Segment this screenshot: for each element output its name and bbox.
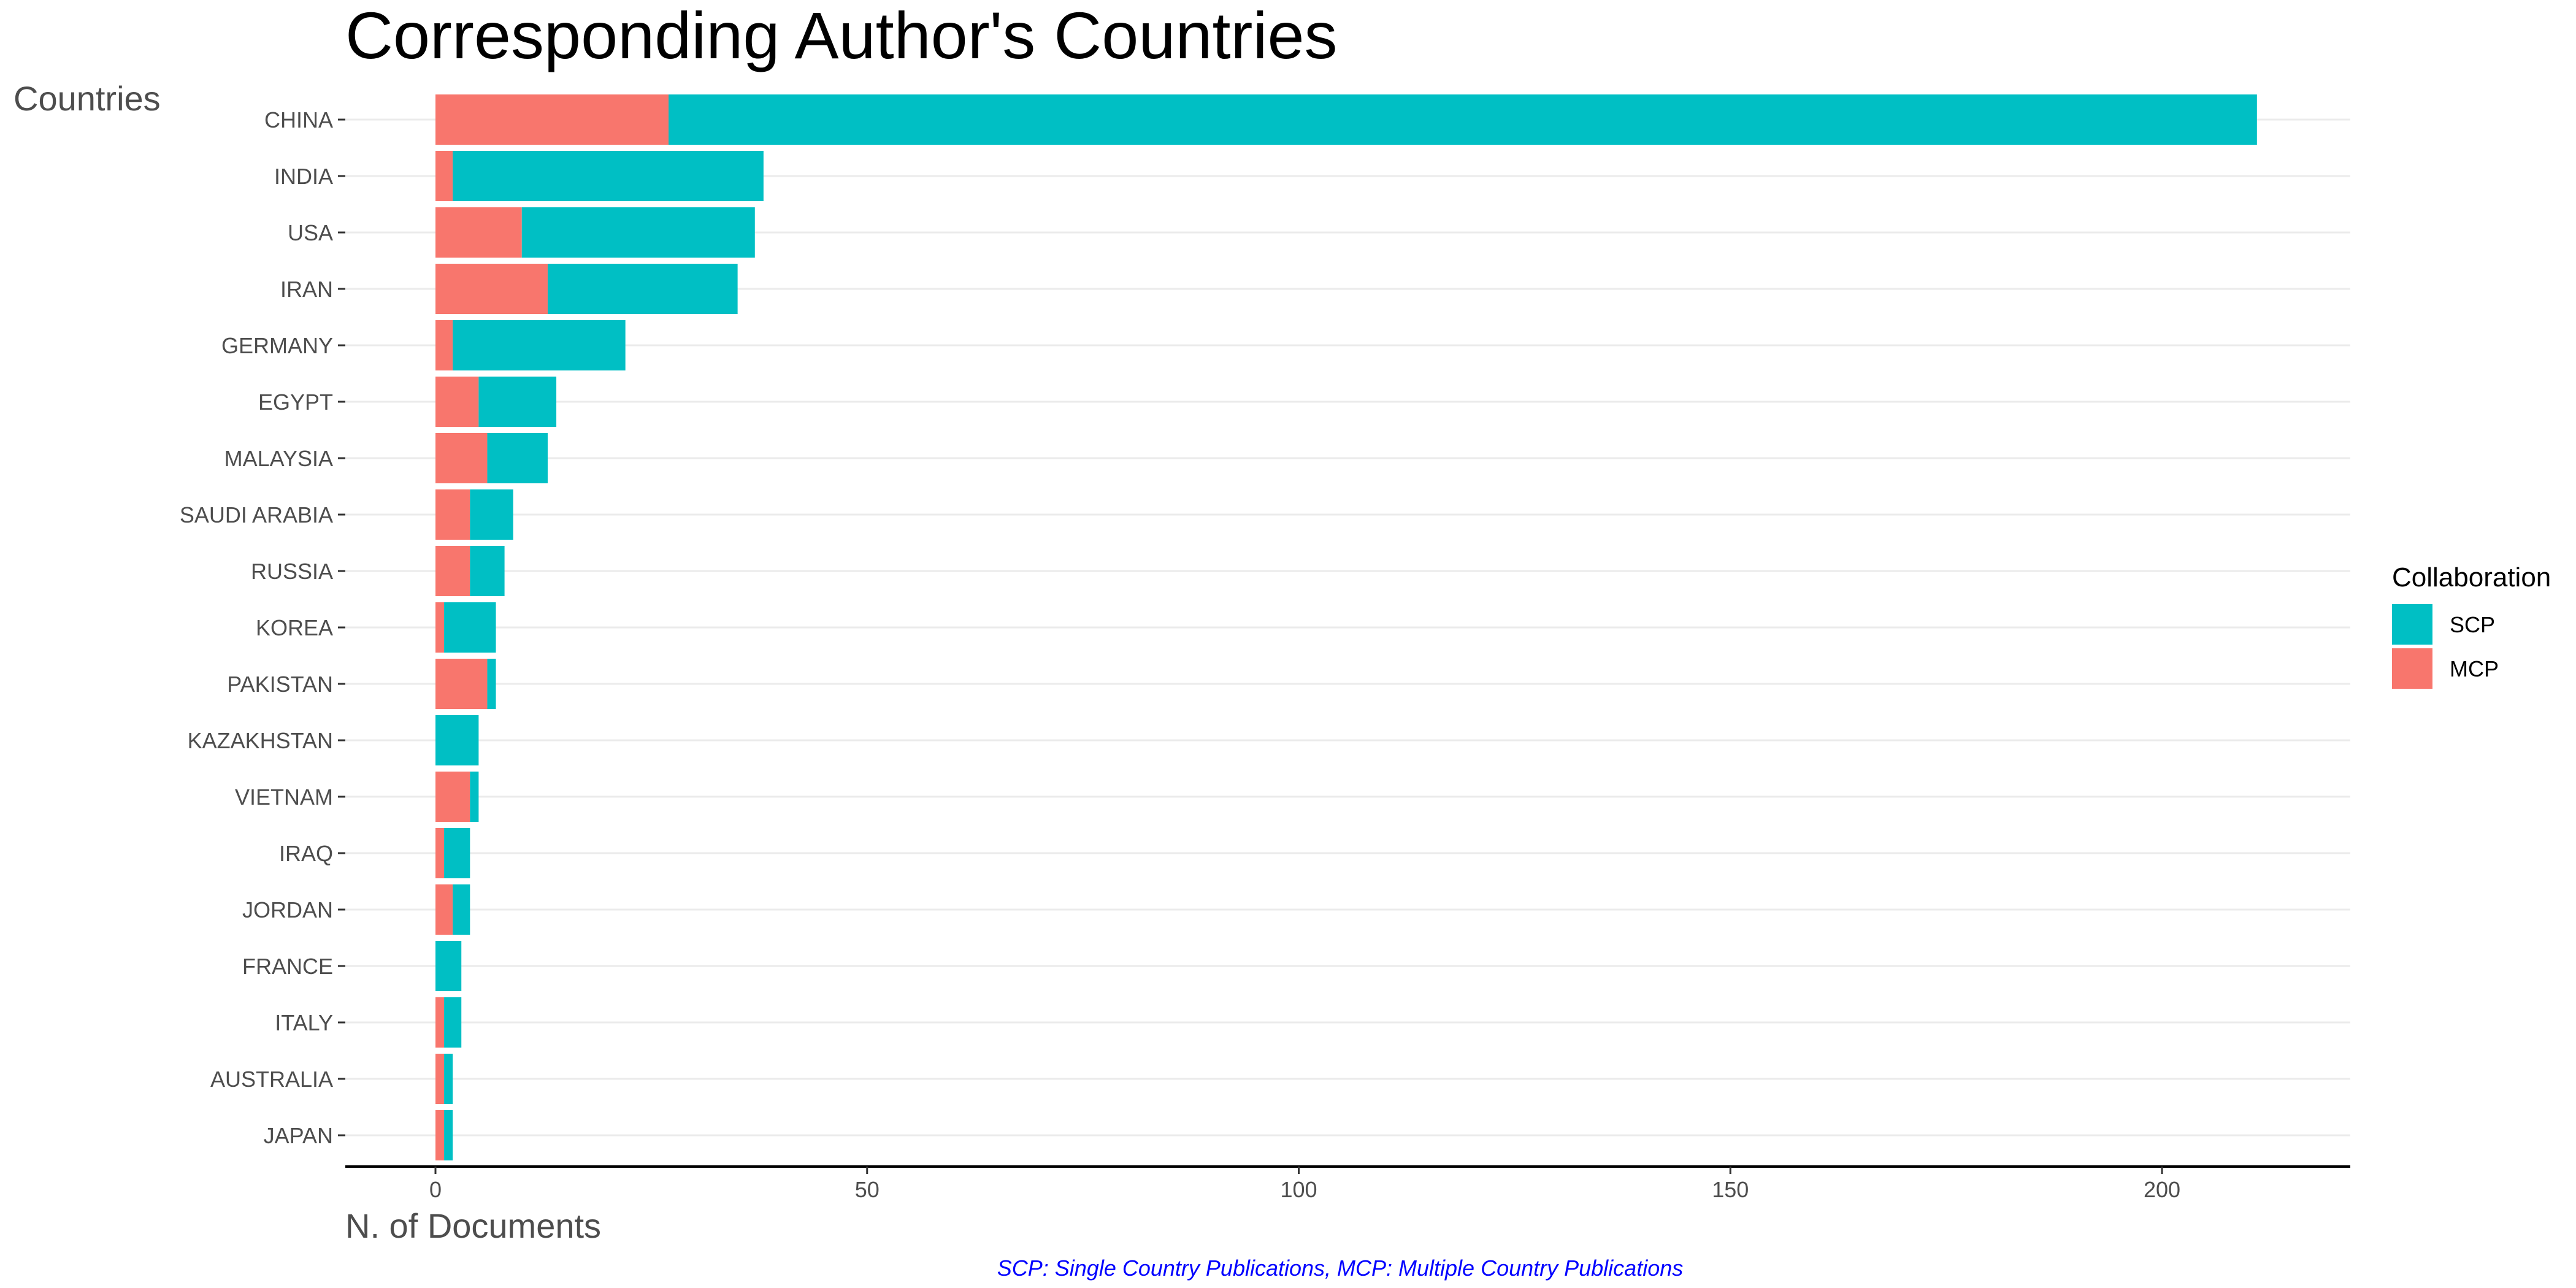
y-tick-labels: CHINA INDIA USA IRAN GERMANY EGYPT MALAYSIA SAU…	[180, 107, 345, 1148]
x-axis-title: N. of Documents	[345, 1206, 601, 1245]
bar-scp-russia	[470, 546, 505, 596]
bar-scp-australia	[444, 1054, 453, 1104]
bar-scp-france	[435, 941, 462, 991]
x-tick-label-50: 50	[855, 1177, 880, 1202]
y-tick-label-france: FRANCE	[242, 954, 333, 979]
bar-scp-malaysia	[487, 433, 548, 483]
y-tick-label-iraq: IRAQ	[279, 841, 333, 866]
x-tick-label-200: 200	[2144, 1177, 2180, 1202]
y-tick-label-korea: KOREA	[256, 615, 333, 640]
bar-scp-pakistan	[487, 659, 496, 709]
legend-label-scp: SCP	[2450, 612, 2495, 637]
y-tick-label-vietnam: VIETNAM	[235, 784, 333, 810]
x-tick-label-150: 150	[1712, 1177, 1749, 1202]
bars	[435, 94, 2257, 1160]
bar-mcp-india	[435, 151, 453, 201]
legend-label-mcp: MCP	[2450, 656, 2499, 681]
bar-scp-germany	[453, 320, 626, 370]
x-tick-labels: 0 50 100 150 200	[429, 1167, 2180, 1202]
y-tick-label-egypt: EGYPT	[258, 389, 333, 415]
x-tick-label-0: 0	[429, 1177, 442, 1202]
bar-mcp-japan	[435, 1110, 445, 1160]
bar-scp-saudi-arabia	[470, 489, 513, 540]
legend-key-scp	[2392, 604, 2432, 645]
y-tick-label-australia: AUSTRALIA	[210, 1067, 333, 1092]
bar-mcp-usa	[435, 207, 522, 258]
bar-scp-kazakhstan	[435, 715, 479, 765]
bar-mcp-australia	[435, 1054, 445, 1104]
chart-title: Corresponding Author's Countries	[345, 0, 1338, 72]
bar-mcp-iran	[435, 264, 548, 314]
bar-scp-egypt	[478, 377, 557, 427]
y-tick-label-china: CHINA	[264, 107, 333, 132]
bar-mcp-malaysia	[435, 433, 488, 483]
y-tick-label-germany: GERMANY	[221, 333, 333, 358]
bar-scp-usa	[521, 207, 755, 258]
bar-mcp-italy	[435, 997, 445, 1048]
bar-scp-india	[453, 151, 764, 201]
legend-key-mcp	[2392, 648, 2432, 689]
y-tick-label-saudi-arabia: SAUDI ARABIA	[180, 502, 333, 527]
bar-scp-italy	[444, 997, 462, 1048]
bar-mcp-vietnam	[435, 772, 470, 822]
bar-mcp-egypt	[435, 377, 479, 427]
bar-scp-jordan	[453, 884, 470, 935]
y-tick-label-italy: ITALY	[275, 1010, 333, 1035]
legend-entries: SCP MCP	[2392, 604, 2499, 689]
y-tick-label-russia: RUSSIA	[251, 559, 333, 584]
legend-title: Collaboration	[2392, 562, 2551, 592]
y-tick-label-india: INDIA	[274, 164, 333, 189]
bar-mcp-jordan	[435, 884, 453, 935]
bar-scp-japan	[444, 1110, 453, 1160]
bar-mcp-korea	[435, 602, 445, 653]
grid-lines	[345, 118, 2350, 1137]
bar-mcp-saudi-arabia	[435, 489, 470, 540]
bar-scp-vietnam	[470, 772, 479, 822]
bar-scp-china	[669, 94, 2257, 145]
y-tick-label-kazakhstan: KAZAKHSTAN	[188, 728, 333, 753]
y-tick-label-pakistan: PAKISTAN	[227, 672, 333, 697]
y-axis-title: Countries	[13, 79, 161, 118]
legend: Collaboration SCP MCP	[2392, 562, 2551, 689]
y-tick-label-japan: JAPAN	[264, 1123, 333, 1148]
bar-scp-iran	[547, 264, 738, 314]
y-tick-label-jordan: JORDAN	[242, 897, 333, 922]
bar-mcp-germany	[435, 320, 453, 370]
chart-caption: SCP: Single Country Publications, MCP: M…	[997, 1255, 1684, 1281]
y-tick-label-iran: IRAN	[280, 277, 333, 302]
y-tick-label-malaysia: MALAYSIA	[224, 446, 333, 471]
bar-mcp-china	[435, 94, 669, 145]
y-tick-label-usa: USA	[288, 220, 333, 245]
bar-scp-korea	[444, 602, 496, 653]
bar-mcp-pakistan	[435, 659, 488, 709]
bar-scp-iraq	[444, 828, 470, 878]
x-tick-label-100: 100	[1280, 1177, 1317, 1202]
bar-mcp-iraq	[435, 828, 445, 878]
bar-mcp-russia	[435, 546, 470, 596]
